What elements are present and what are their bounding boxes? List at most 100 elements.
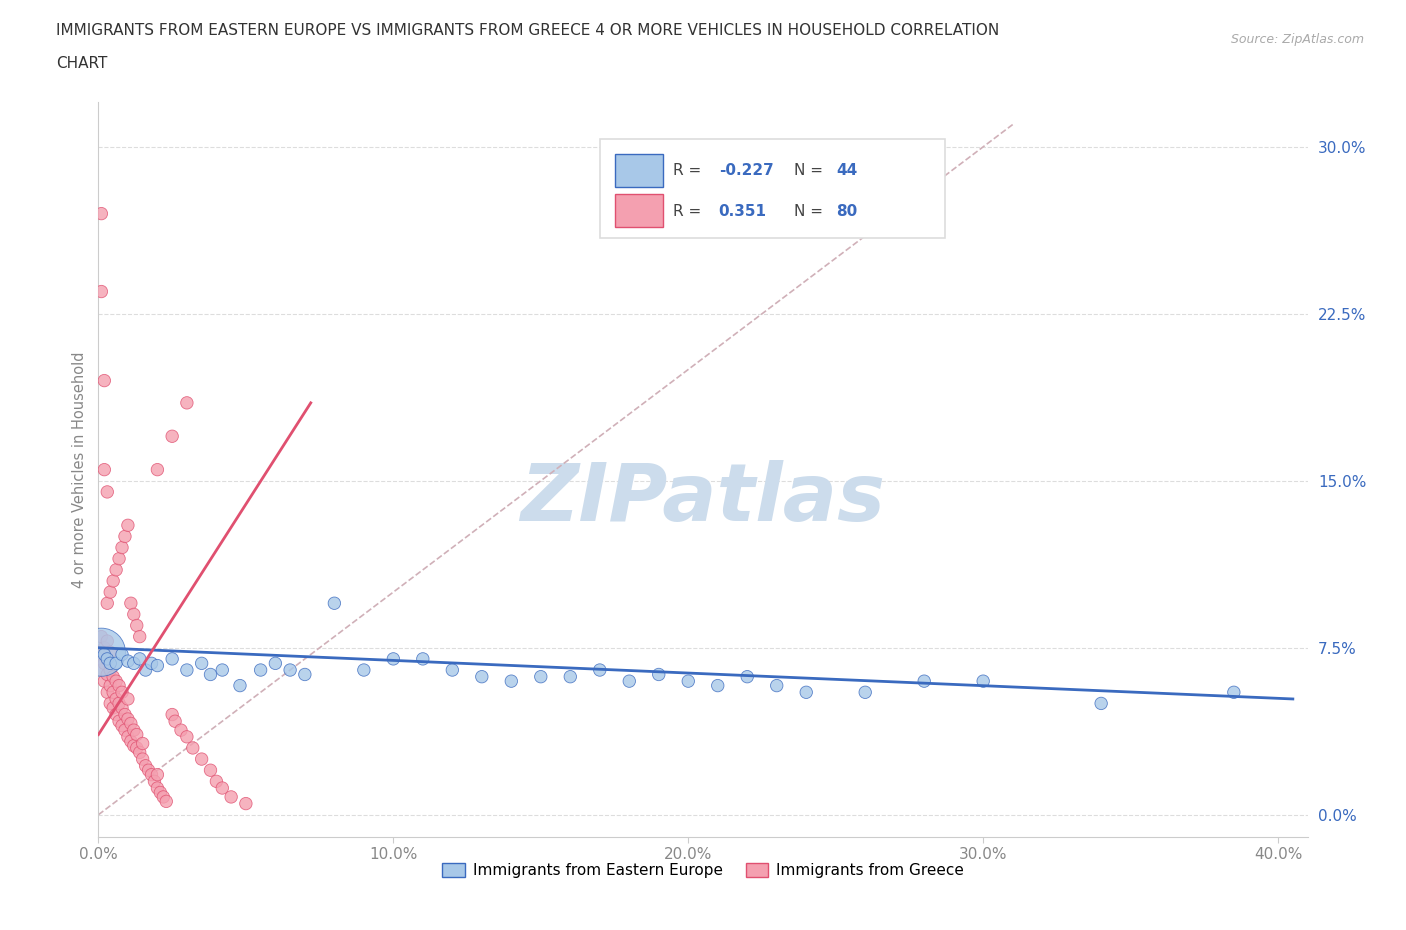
- Point: [101, 670, 124, 684]
- Point: [170, 723, 193, 737]
- Point: [138, 763, 160, 777]
- Point: [128, 745, 150, 760]
- Text: 0.351: 0.351: [718, 204, 766, 219]
- Point: [141, 767, 163, 782]
- Point: [90, 647, 112, 662]
- Point: [560, 670, 582, 684]
- Point: [441, 662, 464, 677]
- Point: [98, 656, 121, 671]
- Point: [853, 684, 876, 699]
- Point: [122, 738, 145, 753]
- Point: [200, 667, 222, 682]
- Point: [122, 656, 145, 671]
- Text: -0.227: -0.227: [718, 163, 773, 178]
- Point: [128, 651, 150, 666]
- Point: [122, 607, 145, 622]
- Point: [114, 723, 136, 737]
- Point: [96, 596, 118, 611]
- Y-axis label: 4 or more Vehicles in Household: 4 or more Vehicles in Household: [72, 352, 87, 588]
- Point: [135, 758, 157, 773]
- Point: [211, 662, 233, 677]
- Point: [1090, 696, 1112, 711]
- Point: [96, 485, 118, 499]
- Point: [160, 651, 183, 666]
- Point: [111, 540, 134, 555]
- Point: [90, 662, 112, 677]
- Point: [111, 718, 134, 733]
- Point: [229, 678, 252, 693]
- Point: [205, 774, 228, 789]
- Point: [93, 656, 115, 671]
- Point: [120, 596, 142, 611]
- Point: [152, 790, 174, 804]
- Point: [678, 673, 700, 688]
- Point: [98, 678, 121, 693]
- Point: [249, 662, 271, 677]
- Point: [108, 696, 131, 711]
- Point: [706, 678, 728, 693]
- Point: [117, 692, 139, 707]
- Point: [412, 651, 434, 666]
- Point: [105, 563, 128, 578]
- Point: [117, 654, 139, 669]
- Point: [165, 714, 187, 729]
- Point: [125, 740, 148, 755]
- Point: [98, 662, 121, 677]
- Point: [972, 673, 994, 688]
- Point: [108, 551, 131, 566]
- Legend: Immigrants from Eastern Europe, Immigrants from Greece: Immigrants from Eastern Europe, Immigran…: [436, 857, 970, 884]
- Point: [105, 707, 128, 722]
- Point: [146, 462, 169, 477]
- Point: [98, 644, 121, 659]
- Point: [96, 651, 118, 666]
- Point: [219, 790, 242, 804]
- FancyBboxPatch shape: [614, 153, 664, 187]
- Point: [294, 667, 316, 682]
- Point: [382, 651, 405, 666]
- Point: [120, 734, 142, 749]
- Point: [160, 429, 183, 444]
- Text: N =: N =: [793, 204, 828, 219]
- Point: [90, 630, 112, 644]
- FancyBboxPatch shape: [600, 139, 945, 238]
- Point: [471, 670, 494, 684]
- Point: [108, 678, 131, 693]
- Point: [101, 700, 124, 715]
- Text: IMMIGRANTS FROM EASTERN EUROPE VS IMMIGRANTS FROM GREECE 4 OR MORE VEHICLES IN H: IMMIGRANTS FROM EASTERN EUROPE VS IMMIGR…: [56, 23, 1000, 38]
- Point: [264, 656, 287, 671]
- Point: [93, 647, 115, 662]
- Point: [128, 630, 150, 644]
- Point: [735, 670, 758, 684]
- Point: [135, 662, 157, 677]
- Text: R =: R =: [672, 163, 706, 178]
- Point: [146, 780, 169, 795]
- Point: [146, 658, 169, 673]
- Point: [111, 647, 134, 662]
- Point: [117, 711, 139, 726]
- Point: [111, 684, 134, 699]
- Point: [323, 596, 346, 611]
- Point: [120, 716, 142, 731]
- Point: [619, 673, 641, 688]
- Point: [1223, 684, 1246, 699]
- Point: [98, 585, 121, 600]
- Text: CHART: CHART: [56, 56, 108, 71]
- Point: [143, 774, 166, 789]
- Point: [176, 729, 198, 744]
- Point: [93, 673, 115, 688]
- Point: [141, 656, 163, 671]
- Point: [131, 736, 153, 751]
- Point: [101, 684, 124, 699]
- Point: [765, 678, 787, 693]
- Point: [96, 667, 118, 682]
- Point: [155, 794, 177, 809]
- Point: [90, 644, 112, 659]
- Point: [125, 727, 148, 742]
- Point: [90, 284, 112, 299]
- Point: [117, 729, 139, 744]
- Point: [176, 662, 198, 677]
- Point: [111, 700, 134, 715]
- Point: [96, 633, 118, 648]
- Point: [794, 684, 817, 699]
- Point: [105, 656, 128, 671]
